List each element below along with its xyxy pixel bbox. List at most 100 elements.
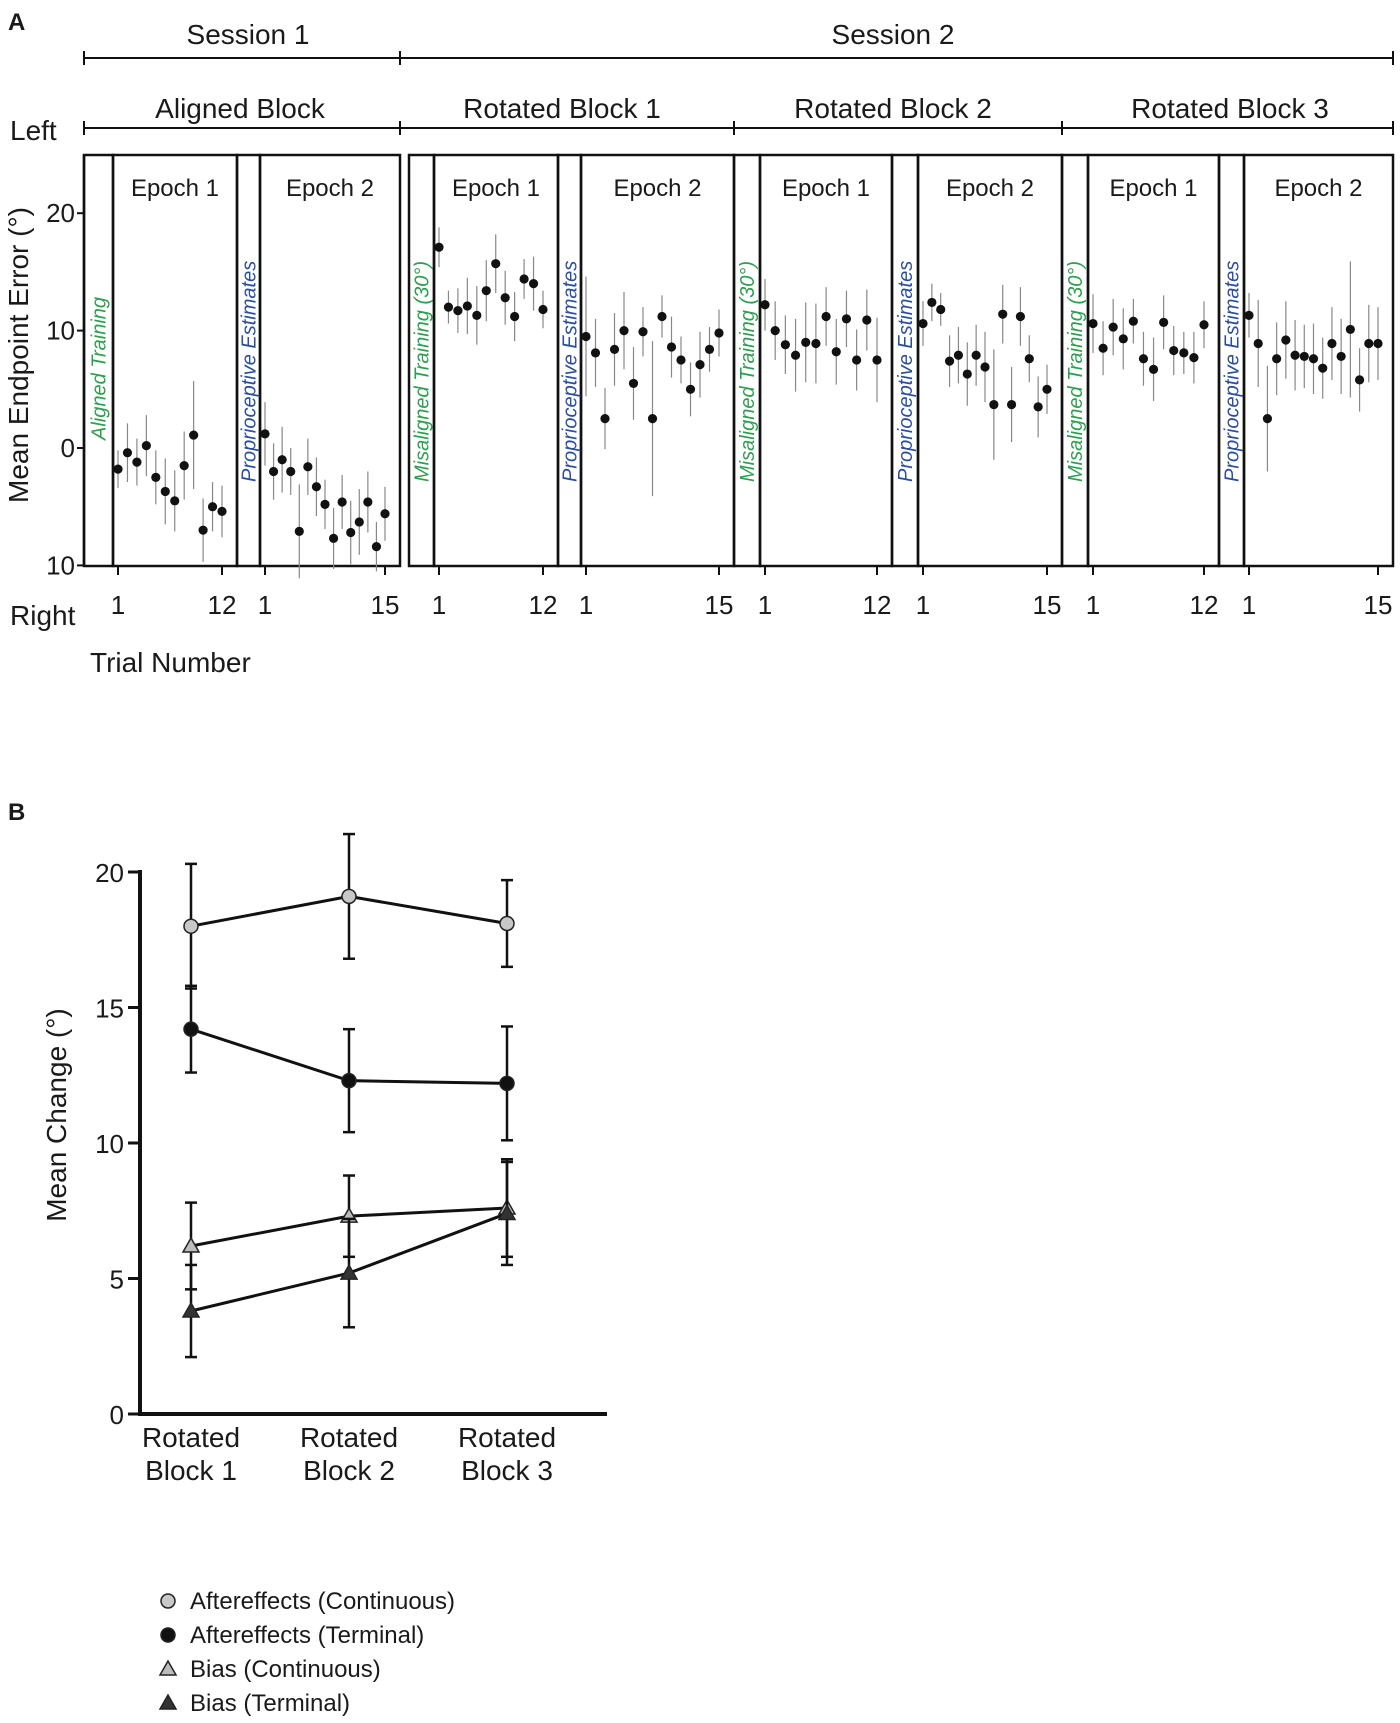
data-point — [260, 429, 270, 439]
right-direction-label: Right — [10, 600, 76, 631]
x-tick-label: Block 2 — [303, 1455, 395, 1486]
data-point — [927, 297, 937, 308]
data-point — [510, 311, 520, 322]
x-tick-label: 12 — [1190, 590, 1219, 620]
data-point — [685, 384, 696, 394]
data-point — [1244, 310, 1254, 320]
x-tick-label: 1 — [111, 590, 125, 620]
data-point — [311, 482, 322, 492]
x-tick-label: Rotated — [142, 1422, 240, 1453]
panel-b-label: B — [8, 799, 25, 826]
data-point — [780, 340, 790, 350]
data-point — [872, 355, 882, 365]
data-point — [1042, 384, 1052, 394]
data-point — [841, 314, 852, 324]
block-3: Rotated Block 2 Misaligned Training (30°)… — [732, 93, 1064, 620]
data-point — [170, 496, 180, 506]
data-point — [811, 338, 821, 349]
y-tick-label: 0 — [110, 1400, 124, 1430]
data-point — [1373, 338, 1383, 349]
x-tick-label: 1 — [916, 590, 930, 620]
y-tick-label: 10 — [95, 1129, 124, 1159]
data-point — [1098, 343, 1108, 353]
y-tick-label: 15 — [95, 994, 124, 1024]
legend-label: Aftereffects (Terminal) — [190, 1622, 424, 1649]
data-point — [380, 509, 390, 519]
data-point — [1336, 351, 1346, 362]
x-tick-label: 1 — [1242, 590, 1256, 620]
block-2: Rotated Block 1 Misaligned Training (30°)… — [407, 93, 736, 620]
training-label: Misaligned Training (30°) — [1065, 261, 1087, 482]
data-point — [801, 337, 811, 347]
data-point — [500, 293, 510, 303]
data-point — [491, 259, 501, 269]
y-tick-label: 10 — [46, 316, 75, 346]
epoch-1: Epoch 1 1 12 — [1086, 175, 1219, 620]
x-tick-label: 15 — [1364, 590, 1393, 620]
data-point — [831, 347, 841, 357]
legend-label: Bias (Continuous) — [190, 1656, 381, 1683]
x-axis-ticks: 1 15 — [258, 566, 399, 620]
data-point — [339, 1263, 359, 1280]
data-point — [303, 462, 313, 472]
epoch-2-box — [258, 153, 402, 568]
data-point — [207, 502, 218, 512]
data-point — [268, 466, 279, 477]
legend-marker — [158, 1693, 178, 1710]
data-point — [918, 318, 928, 329]
data-point — [590, 348, 601, 358]
data-point — [354, 517, 364, 527]
x-tick-label: 15 — [705, 590, 734, 620]
epoch-1: Epoch 1 1 12 — [758, 175, 892, 620]
x-tick-label: Rotated — [300, 1422, 398, 1453]
training-label: Aligned Training — [89, 297, 111, 441]
data-point — [1308, 354, 1319, 364]
data-point — [953, 350, 964, 360]
epoch-2-box — [579, 153, 736, 568]
x-axis-ticks: 1 12 — [111, 566, 236, 620]
session-1-label: Session 1 — [187, 19, 310, 50]
x-tick-label: 15 — [1033, 590, 1062, 620]
epoch-label: Epoch 2 — [613, 175, 701, 202]
epoch-2: Epoch 2 1 15 — [1242, 175, 1393, 620]
epoch-label: Epoch 2 — [286, 175, 374, 202]
proprioceptive-label: Proprioceptive Estimates — [239, 261, 261, 482]
data-point — [1199, 320, 1209, 330]
epoch-1-box — [758, 153, 894, 568]
data-point — [499, 915, 515, 932]
x-axis-ticks: 1 15 — [916, 566, 1062, 620]
data-point — [538, 304, 548, 315]
x-tick-label: 1 — [1086, 590, 1100, 620]
x-tick-label: Rotated — [458, 1422, 556, 1453]
data-point — [434, 242, 444, 252]
data-point — [1354, 375, 1365, 385]
data-point — [862, 315, 872, 325]
data-point — [528, 279, 539, 289]
data-point — [462, 301, 472, 311]
data-point — [989, 399, 999, 410]
data-point — [980, 362, 990, 372]
data-point — [1189, 353, 1199, 363]
data-point — [1118, 334, 1128, 344]
x-axis-ticks: 1 12 — [432, 566, 557, 620]
data-point — [181, 1236, 201, 1253]
series-1 — [183, 832, 515, 990]
data-point — [638, 327, 648, 337]
data-point — [1006, 399, 1017, 410]
x-tick-label: 1 — [258, 590, 272, 620]
data-point — [1253, 338, 1263, 349]
data-point — [852, 355, 862, 365]
data-point — [1148, 364, 1159, 374]
data-point — [998, 309, 1008, 319]
block-title: Aligned Block — [155, 93, 326, 124]
training-label: Misaligned Training (30°) — [412, 261, 434, 482]
y-tick-label: 0 — [61, 433, 75, 463]
data-point — [294, 526, 304, 536]
data-point — [1262, 414, 1273, 424]
data-point — [497, 1203, 517, 1221]
data-point — [217, 506, 227, 516]
epoch-2: Epoch 2 1 15 — [258, 175, 400, 620]
data-point — [600, 414, 610, 424]
